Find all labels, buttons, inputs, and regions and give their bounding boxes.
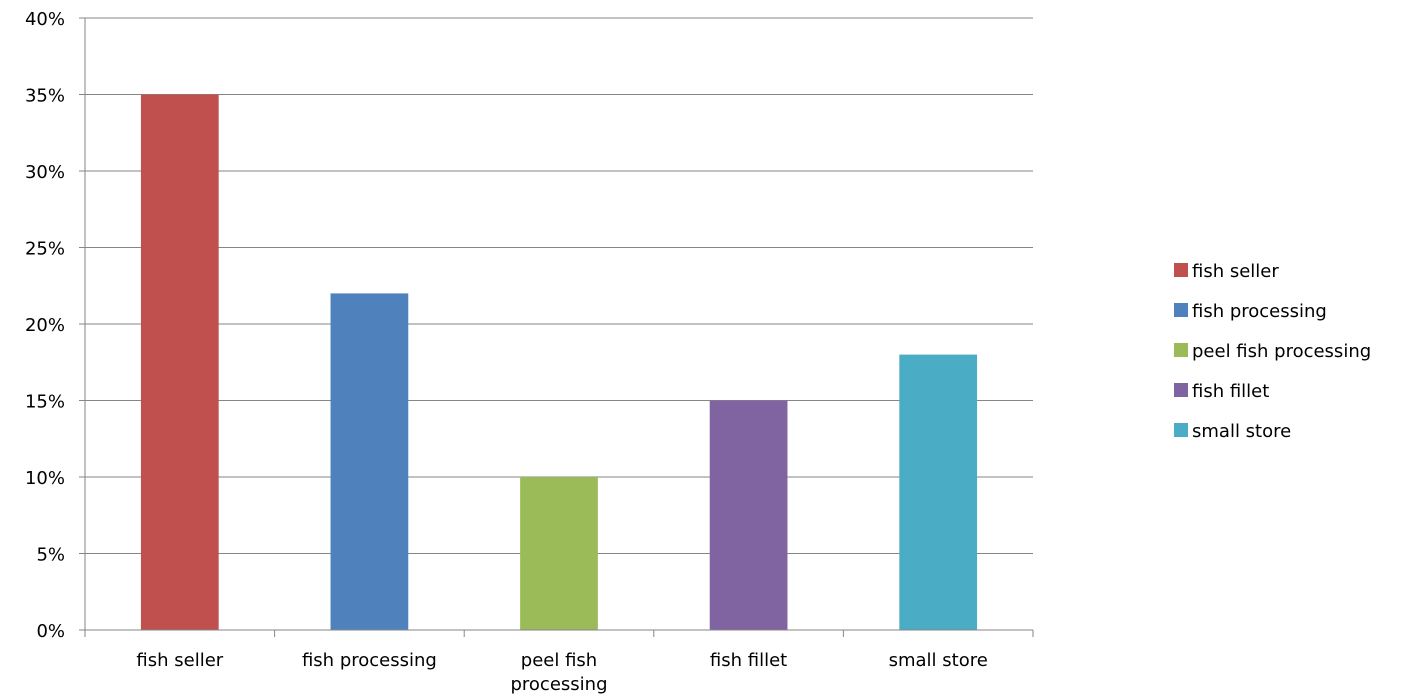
- bar-fish-processing: [330, 293, 409, 630]
- bar-peel-fish-processing: [520, 477, 598, 630]
- y-tick-label: 40%: [25, 9, 65, 30]
- legend-swatch: [1174, 263, 1188, 277]
- legend-label: fish processing: [1192, 301, 1327, 322]
- x-category-label: fish seller: [136, 650, 223, 671]
- x-axis-labels: fish seller fish processing peel fish proce…: [136, 650, 987, 695]
- gridlines: [85, 17, 1033, 554]
- legend-swatch: [1174, 343, 1188, 357]
- x-category-label: small store: [889, 650, 988, 671]
- bar-fish-fillet: [709, 400, 788, 630]
- x-category-label-line: fish seller: [136, 650, 223, 671]
- y-tick-label: 5%: [36, 545, 65, 566]
- legend-label: fish fillet: [1192, 381, 1269, 402]
- x-category-label-line: peel fish: [521, 650, 597, 671]
- x-category-label: peel fish processing: [510, 650, 607, 695]
- y-tick-label: 35%: [25, 86, 65, 107]
- legend-swatch: [1174, 303, 1188, 317]
- y-tick-label: 20%: [25, 315, 65, 336]
- legend-label: peel fish processing: [1192, 341, 1371, 362]
- y-tick-label: 25%: [25, 239, 65, 260]
- x-category-label-line: small store: [889, 650, 988, 671]
- legend-swatch: [1174, 383, 1188, 397]
- y-tick-label: 30%: [25, 162, 65, 183]
- axes: [84, 18, 1034, 637]
- bar-small-store: [899, 354, 978, 630]
- x-category-label-line: fish processing: [302, 650, 437, 671]
- bars: [140, 94, 978, 630]
- legend-label: fish seller: [1192, 261, 1279, 282]
- x-category-label-line: processing: [510, 674, 607, 695]
- x-category-label: fish processing: [302, 650, 437, 671]
- x-category-label-line: fish fillet: [710, 650, 787, 671]
- bar-fish-seller: [140, 94, 219, 630]
- legend: fish seller fish processing peel fish proc…: [1174, 261, 1371, 442]
- y-axis-ticks: 0% 5% 10% 15% 20% 25% 30% 35% 40%: [25, 9, 85, 642]
- legend-swatch: [1174, 423, 1188, 437]
- legend-label: small store: [1192, 421, 1291, 442]
- y-tick-label: 15%: [25, 392, 65, 413]
- x-category-label: fish fillet: [710, 650, 787, 671]
- y-tick-label: 0%: [36, 621, 65, 642]
- y-tick-label: 10%: [25, 468, 65, 489]
